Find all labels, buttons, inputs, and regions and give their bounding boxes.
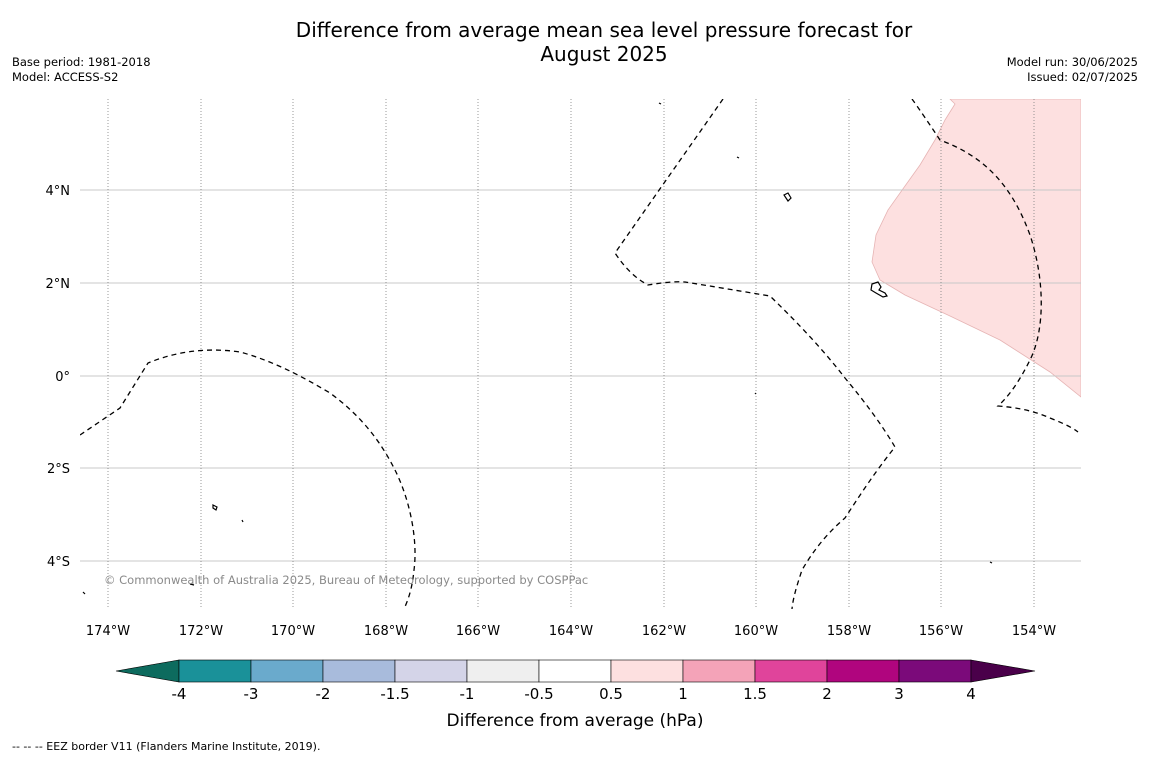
colorbar-tick-0.5: 0.5 [599,685,623,703]
lat-label-4s: 4°S [47,555,70,570]
colorbar-segment-neg2-neg1.5 [322,659,396,683]
colorbar-segment-2-3 [826,659,900,683]
colorbar-tick-neg0.5: -0.5 [524,685,553,703]
eez-border-west [80,349,416,609]
colorbar-segment-0.5-1 [610,659,684,683]
island-1 [783,192,792,202]
colorbar-tick-neg4: -4 [172,685,187,703]
lon-label-166w: 166°W [456,624,500,639]
colorbar-tick-4: 4 [966,685,976,703]
eez-border-central [614,99,896,609]
colorbar-tick-3: 3 [894,685,904,703]
island-9 [989,561,993,564]
issued-text: Issued: 02/07/2025 [1027,70,1138,84]
colorbar-segment-above-4 [970,659,1036,683]
lat-label-2n: 2°N [46,277,71,292]
lon-label-154w: 154°W [1012,624,1056,639]
copyright-text: © Commonwealth of Australia 2025, Bureau… [104,573,588,587]
map-title: Difference from average mean sea level p… [200,18,1008,66]
colorbar-segment-neg1.5-neg1 [394,659,468,683]
island-2 [870,281,888,298]
colorbar-label: Difference from average (hPa) [447,711,704,731]
island-6 [736,156,740,159]
lon-label-158w: 158°W [827,624,871,639]
island-5 [658,102,662,105]
colorbar-tick-neg3: -3 [244,685,259,703]
colorbar-segment-neg4-neg3 [178,659,252,683]
island-4 [189,583,195,586]
islands [82,102,993,595]
latitude-gridlines [80,189,1081,562]
meta-left: Base period: 1981-2018 Model: ACCESS-S2 [12,55,151,85]
pressure-anomaly-area [871,99,1081,398]
eez-borders [80,99,1079,609]
meta-right: Model run: 30/06/2025 Issued: 02/07/2025 [1007,55,1138,85]
lat-label-0: 0° [55,370,70,385]
lon-label-164w: 164°W [549,624,593,639]
colorbar-tick-neg2: -2 [316,685,331,703]
title-line-2: August 2025 [540,42,668,66]
colorbar-segment-neg3-neg2 [250,659,324,683]
colorbar-tick-neg1.5: -1.5 [380,685,409,703]
island-7 [241,519,244,523]
model-run-text: Model run: 30/06/2025 [1006,55,1138,69]
colorbar-segment-neg1-neg0.5 [466,659,540,683]
lat-label-2s: 2°S [47,462,70,477]
colorbar-tick-1.5: 1.5 [743,685,767,703]
base-period-text: Base period: 1981-2018 [12,55,151,69]
lon-label-160w: 160°W [734,624,778,639]
colorbar-segment-1-1.5 [682,659,756,683]
colorbar-tick-2: 2 [822,685,832,703]
colorbar-tick-1: 1 [678,685,688,703]
colorbar-tick-neg1: -1 [460,685,475,703]
island-10 [82,591,86,595]
lon-label-174w: 174°W [86,624,130,639]
colorbar-segment-below-neg4 [115,659,180,683]
lon-label-172w: 172°W [179,624,223,639]
island-3 [212,504,218,511]
eez-legend-note: -- -- -- EEZ border V11 (Flanders Marine… [12,740,321,753]
colorbar-segment-3-4 [898,659,972,683]
title-line-1: Difference from average mean sea level p… [295,18,913,42]
colorbar-segment-1.5-2 [754,659,828,683]
colorbar-segment-neg0.5-0.5 [538,659,612,683]
lon-label-156w: 156°W [919,624,963,639]
colorbar [115,659,1036,683]
lon-label-162w: 162°W [642,624,686,639]
model-text: Model: ACCESS-S2 [12,70,119,84]
lon-label-170w: 170°W [271,624,315,639]
lon-label-168w: 168°W [364,624,408,639]
lat-label-4n: 4°N [46,184,71,199]
island-8 [754,392,757,395]
